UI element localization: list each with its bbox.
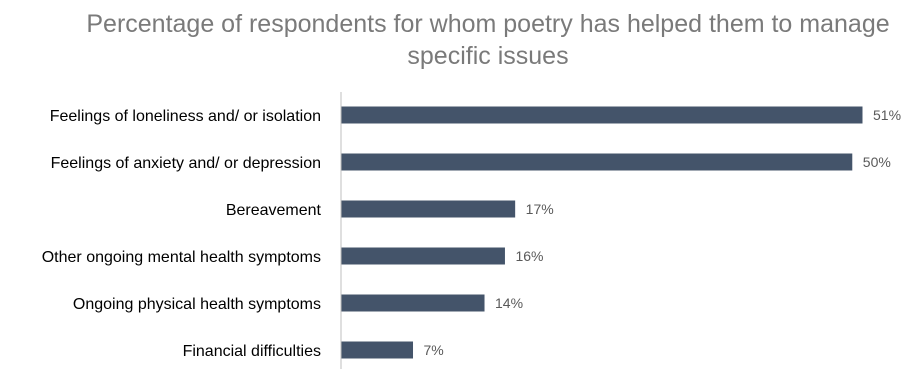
bar-4 xyxy=(341,294,485,312)
data-label-1: 50% xyxy=(863,154,891,170)
category-label-0: Feelings of loneliness and/ or isolation xyxy=(50,108,321,125)
category-label-4: Ongoing physical health symptoms xyxy=(73,296,321,313)
category-label-5: Financial difficulties xyxy=(183,343,321,360)
chart-title-line-2: specific issues xyxy=(407,42,569,70)
bar-5 xyxy=(341,341,414,359)
bar-1 xyxy=(341,153,853,171)
category-label-1: Feelings of anxiety and/ or depression xyxy=(51,155,321,172)
data-label-2: 17% xyxy=(526,201,554,217)
data-label-3: 16% xyxy=(515,248,543,264)
bar-2 xyxy=(341,200,516,218)
chart-title-line-1: Percentage of respondents for whom poetr… xyxy=(86,10,890,38)
category-label-3: Other ongoing mental health symptoms xyxy=(42,249,321,266)
data-label-0: 51% xyxy=(873,107,901,123)
data-label-5: 7% xyxy=(424,342,444,358)
bar-3 xyxy=(341,247,505,265)
category-label-2: Bereavement xyxy=(226,202,322,219)
chart-title: Percentage of respondents for whom poetr… xyxy=(0,8,906,72)
bar-0 xyxy=(341,106,863,124)
data-label-4: 14% xyxy=(495,295,523,311)
